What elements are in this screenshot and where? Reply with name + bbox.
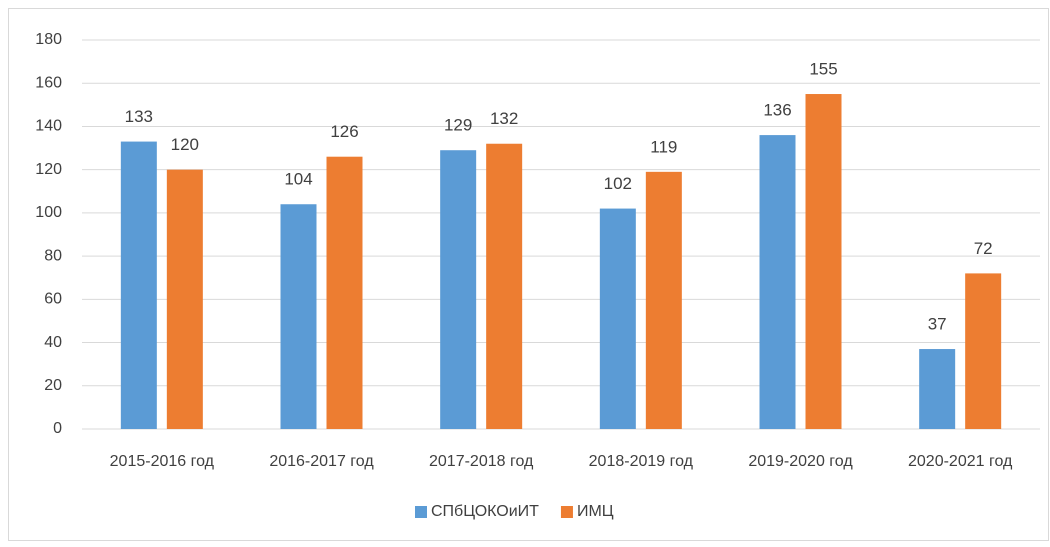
bar	[965, 273, 1002, 429]
y-tick-label: 180	[35, 31, 62, 48]
y-tick-label: 60	[44, 291, 62, 308]
bar	[280, 204, 317, 429]
legend-label: СПбЦОКОиИТ	[431, 503, 539, 520]
x-tick-label: 2020-2021 год	[908, 453, 1013, 470]
value-label: 129	[444, 116, 472, 135]
y-tick-label: 20	[44, 377, 62, 394]
bar	[166, 169, 203, 429]
bar	[645, 171, 682, 430]
value-label: 155	[809, 60, 837, 79]
value-label: 102	[604, 174, 632, 193]
y-tick-label: 80	[44, 247, 62, 264]
value-label: 72	[974, 239, 993, 258]
y-tick-label: 160	[35, 74, 62, 91]
legend-label: ИМЦ	[577, 503, 614, 520]
x-tick-label: 2019-2020 год	[748, 453, 853, 470]
bar	[326, 156, 363, 429]
y-tick-label: 120	[35, 161, 62, 178]
x-tick-label: 2015-2016 год	[110, 453, 215, 470]
value-label: 120	[171, 135, 199, 154]
value-label: 132	[490, 109, 518, 128]
x-tick-label: 2018-2019 год	[589, 453, 694, 470]
bar	[440, 150, 477, 429]
bar	[805, 94, 842, 430]
x-tick-label: 2016-2017 год	[269, 453, 374, 470]
legend-swatch	[415, 506, 427, 518]
bar	[120, 141, 157, 430]
y-tick-label: 40	[44, 334, 62, 351]
value-label: 119	[650, 137, 677, 156]
y-tick-label: 100	[35, 204, 62, 221]
value-label: 136	[763, 101, 791, 120]
value-label: 126	[330, 122, 358, 141]
value-label: 37	[928, 315, 947, 334]
value-label: 104	[284, 170, 312, 189]
legend-swatch	[560, 506, 573, 518]
x-tick-label: 2017-2018 год	[429, 453, 534, 470]
bar	[919, 349, 956, 429]
value-label: 133	[125, 107, 153, 126]
y-tick-label: 140	[35, 118, 62, 135]
bar	[759, 135, 796, 430]
bar	[486, 143, 523, 429]
bar	[599, 208, 636, 429]
y-tick-label: 0	[53, 420, 62, 437]
